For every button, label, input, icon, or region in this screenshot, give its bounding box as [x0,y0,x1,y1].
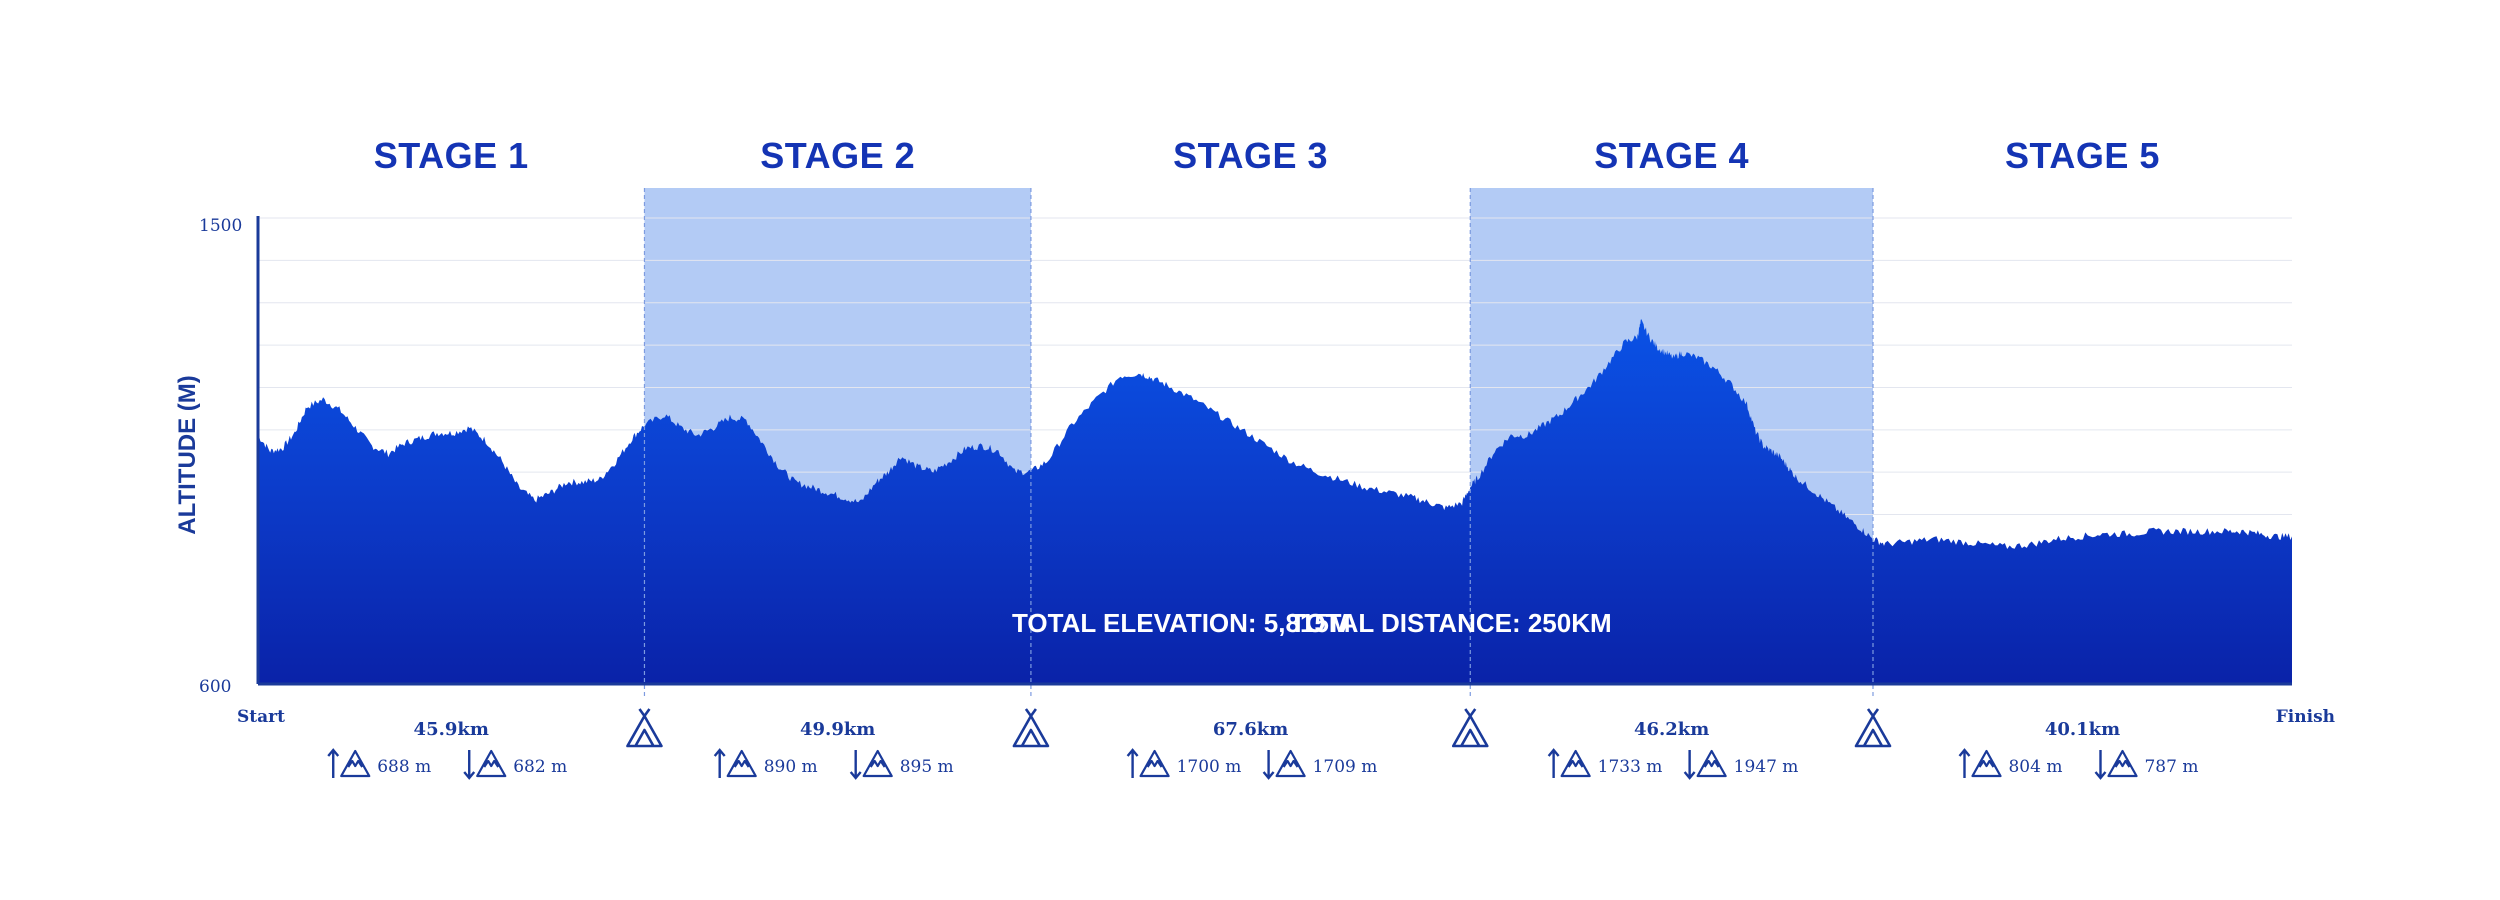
stage-ascent-4: 1733 m [1598,757,1663,777]
stage-descent-4: 1947 m [1734,757,1799,777]
y-tick-min: 600 [199,677,231,697]
axes [256,216,2292,686]
stage-distance-3: 67.6km [1213,719,1288,740]
stage-dividers [643,188,1874,698]
descent-icon [1683,749,1727,780]
stage-info: 45.9km 688 m 682 m 49.9km 890 m 895 m 67.6km 17… [327,719,2198,780]
stage-title-5: STAGE 5 [2005,135,2160,176]
camp-tent-icon [626,708,663,748]
stage-titles: STAGE 1 STAGE 2 STAGE 3 STAGE 4 STAGE 5 [374,135,2160,176]
camp-icons [626,708,1892,748]
descent-icon [2094,749,2138,780]
stage-title-3: STAGE 3 [1173,135,1328,176]
stage-distance-4: 46.2km [1634,719,1709,740]
gridlines [258,217,2292,643]
stage-distance-5: 40.1km [2045,719,2120,740]
stage-title-4: STAGE 4 [1594,135,1749,176]
camp-tent-icon [1854,708,1892,748]
camp-tent-icon [1012,708,1050,748]
x-finish-label: Finish [2276,707,2335,727]
x-start-label: Start [237,707,285,727]
stage-descent-1: 682 m [513,757,567,777]
total-elevation: TOTAL ELEVATION: 5,815M [1012,608,1351,638]
descent-icon [463,749,507,780]
descent-icon [1262,749,1306,780]
stage-title-1: STAGE 1 [374,135,529,176]
total-distance: TOTAL DISTANCE: 250KM [1290,608,1612,638]
elevation-area [258,319,2292,684]
stage-distance-2: 49.9km [800,719,875,740]
stage-descent-5: 787 m [2144,757,2198,777]
ascent-icon [327,748,371,778]
ascent-icon [1958,748,2002,778]
camp-tent-icon [1451,708,1489,748]
stage-distance-1: 45.9km [414,719,489,740]
stage-ascent-2: 890 m [764,757,818,777]
stage-title-2: STAGE 2 [760,135,915,176]
ascent-icon [1547,748,1591,778]
descent-icon [849,749,893,780]
stage-descent-2: 895 m [900,757,954,777]
y-axis-label: ALTITUDE (M) [174,375,201,535]
y-tick-max: 1500 [199,216,242,236]
stage-ascent-1: 688 m [377,757,431,777]
ascent-icon [713,748,757,778]
stage-ascent-3: 1700 m [1177,757,1242,777]
stage-descent-3: 1709 m [1313,757,1378,777]
stage-ascent-5: 804 m [2008,757,2062,777]
ascent-icon [1126,748,1170,778]
